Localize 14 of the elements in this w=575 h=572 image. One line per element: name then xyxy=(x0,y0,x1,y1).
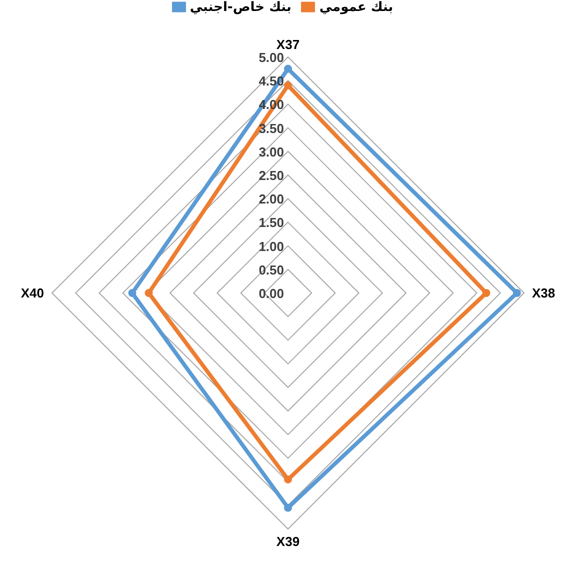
y-tick-label: 2.00 xyxy=(258,192,284,207)
y-tick-label: 2.50 xyxy=(258,168,284,183)
spoke-label: X40 xyxy=(20,286,44,301)
legend-label: بنك خاص-اجنبي xyxy=(190,0,292,15)
y-tick-label: 0.50 xyxy=(258,262,284,278)
y-tick-label: 5.00 xyxy=(258,50,284,65)
spoke-label: X37 xyxy=(276,37,300,52)
y-tick-label: 3.00 xyxy=(258,144,284,160)
y-tick-label: 1.50 xyxy=(258,215,284,230)
y-tick-label: 1.00 xyxy=(258,238,284,254)
legend-label: بنك عمومي xyxy=(319,0,394,15)
y-tick-label: 0.00 xyxy=(258,286,284,301)
spoke-label: X38 xyxy=(532,286,556,301)
spoke-label: X39 xyxy=(276,534,300,550)
